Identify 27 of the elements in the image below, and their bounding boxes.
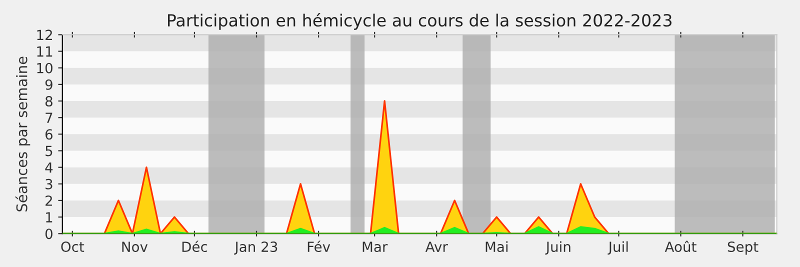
- y-tick-label: 0: [45, 228, 52, 240]
- y-tick-label: 7: [46, 112, 52, 123]
- y-tick-label: 10: [37, 62, 52, 74]
- chart-title: Participation en hémicycle au cours de la session 2022-2023: [168, 13, 672, 30]
- x-tick-label: Sept: [728, 242, 758, 255]
- x-tick-label: Fév: [308, 240, 330, 252]
- x-tick-label: Jan 23: [234, 242, 278, 255]
- x-tick-label: Mai: [486, 241, 508, 252]
- x-tick-label: Mar: [362, 242, 388, 252]
- y-tick-label: 6: [46, 129, 52, 140]
- y-tick-label: 5: [46, 146, 52, 156]
- x-tick-label: Août: [664, 240, 696, 252]
- y-axis-title: Séances par semaine: [15, 56, 30, 212]
- y-tick-label: 4: [45, 162, 53, 173]
- x-tick-label: Déc: [182, 240, 208, 252]
- y-tick-label: 1: [46, 212, 52, 222]
- y-tick-label: 11: [37, 46, 52, 57]
- y-tick-label: 2: [46, 195, 52, 206]
- y-tick-label: 8: [45, 96, 52, 106]
- x-tick-label: Avr: [425, 242, 448, 252]
- x-tick-label: Juil: [608, 241, 628, 255]
- x-tick-label: Nov: [122, 242, 148, 252]
- x-tick-label: Juin: [545, 241, 570, 255]
- x-tick-label: Oct: [61, 242, 84, 252]
- y-tick-label: 3: [46, 178, 52, 190]
- y-tick-label: 9: [45, 79, 52, 90]
- y-tick-label: 12: [37, 30, 52, 40]
